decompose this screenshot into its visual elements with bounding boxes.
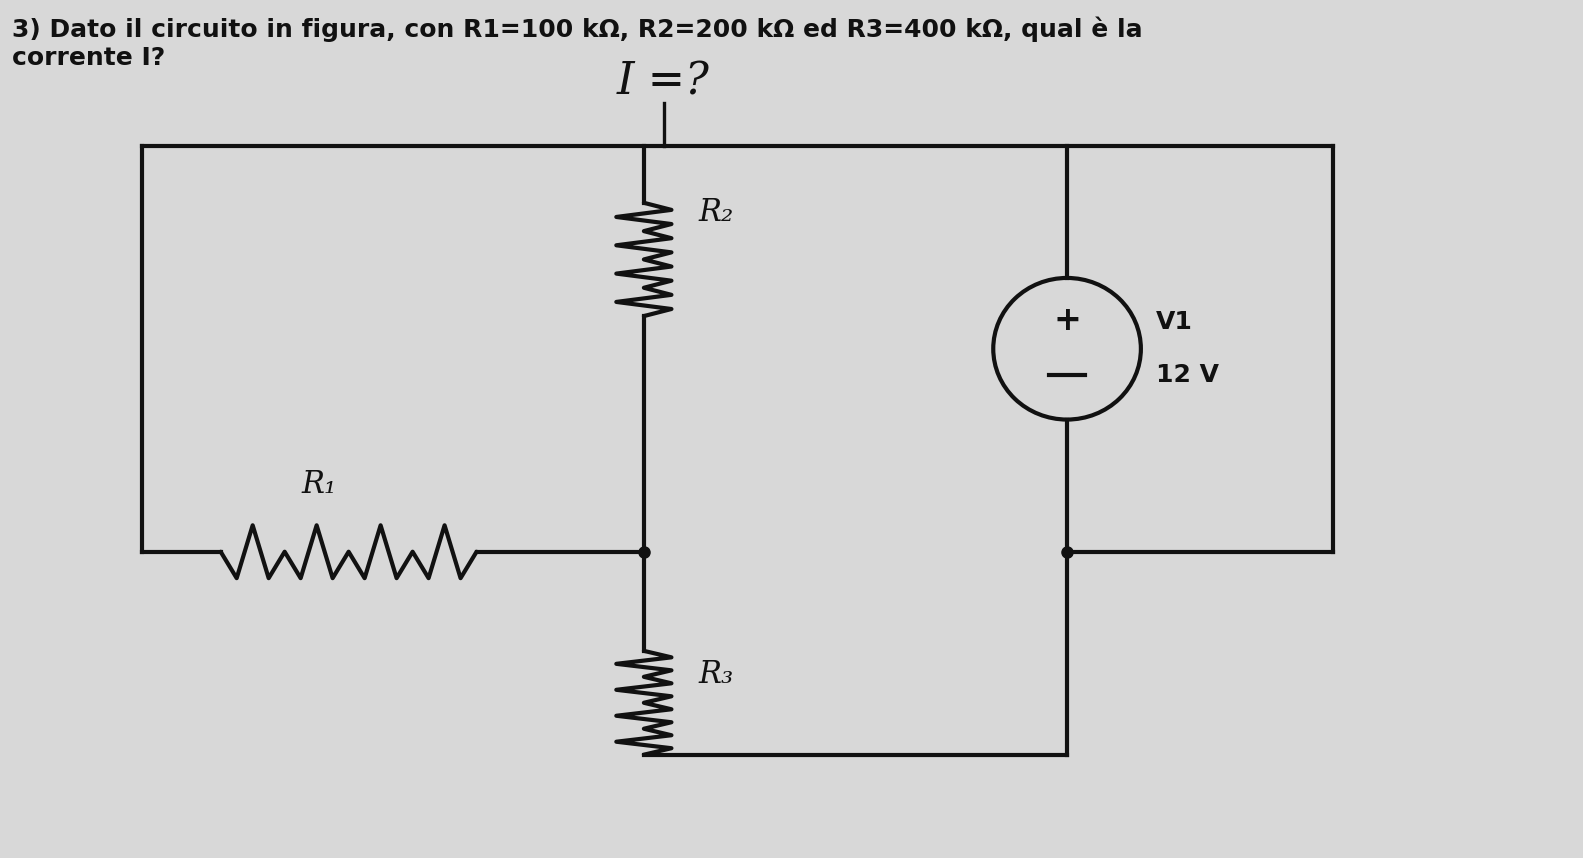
Text: 12 V: 12 V	[1156, 363, 1219, 387]
Text: R₁: R₁	[301, 468, 337, 500]
Text: V1: V1	[1156, 311, 1192, 335]
Text: +: +	[1053, 304, 1081, 337]
Text: R₃: R₃	[698, 659, 733, 690]
Text: 3) Dato il circuito in figura, con R1=100 kΩ, R2=200 kΩ ed R3=400 kΩ, qual è la
: 3) Dato il circuito in figura, con R1=10…	[13, 17, 1143, 70]
Text: I =?: I =?	[617, 60, 711, 103]
Text: R₂: R₂	[698, 196, 733, 227]
